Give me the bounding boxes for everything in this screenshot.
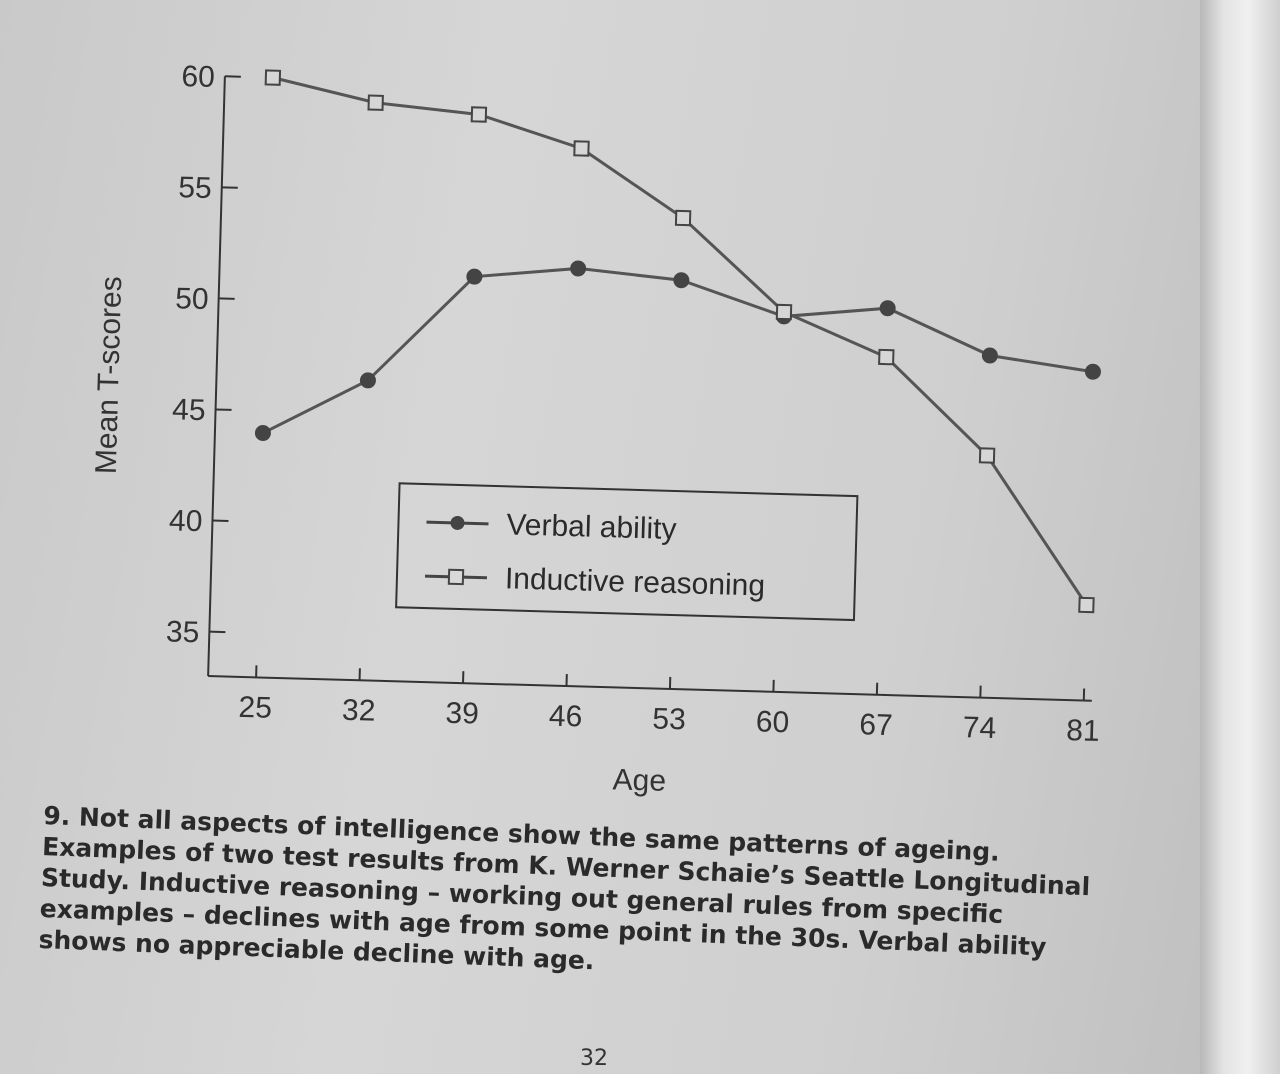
- legend-box: [395, 482, 859, 622]
- page-edge: [1200, 0, 1280, 1074]
- inductive-reasoning-point: [264, 69, 282, 86]
- y-tick-label: 40: [169, 504, 203, 538]
- x-tick-label: 39: [445, 697, 479, 731]
- page-number: 32: [580, 1046, 608, 1071]
- inductive-reasoning-point: [1078, 596, 1095, 614]
- inductive-reasoning-point: [470, 106, 488, 123]
- verbal-ability-point: [254, 425, 271, 442]
- series-line-verbal-ability: [262, 266, 1094, 435]
- legend-label-verbal: Verbal ability: [506, 508, 677, 546]
- x-axis-label: Age: [612, 763, 666, 797]
- y-tick-label: 50: [175, 282, 209, 316]
- verbal-ability-point: [673, 272, 690, 289]
- x-tick-label: 81: [1066, 714, 1100, 748]
- x-axis: [208, 675, 1092, 702]
- legend-marker-inductive: [447, 568, 465, 586]
- x-tick-label: 60: [755, 705, 789, 739]
- y-tick-label: 55: [178, 171, 212, 205]
- x-tick-label: 67: [859, 708, 893, 742]
- x-tick-label: 74: [962, 711, 996, 745]
- x-tick-label: 25: [238, 691, 272, 725]
- y-tick-label: 35: [166, 615, 200, 649]
- inductive-reasoning-point: [775, 303, 793, 321]
- verbal-ability-point: [1084, 363, 1101, 380]
- verbal-ability-point: [359, 372, 376, 389]
- verbal-ability-point: [570, 260, 587, 277]
- inductive-reasoning-point: [367, 94, 384, 111]
- verbal-ability-point: [466, 268, 483, 285]
- x-tick-label: 46: [548, 700, 582, 734]
- line-chart: 35 40 45 50 55 60 25 32 39 46 53 60 67 74 81 Mean T-s…: [90, 60, 1101, 798]
- x-tick-label: 53: [652, 702, 686, 736]
- y-axis: [207, 76, 226, 677]
- y-tick-label: 60: [181, 60, 215, 94]
- figure-caption: 9. Not all aspects of intelligence show …: [38, 800, 1153, 997]
- verbal-ability-point: [879, 300, 896, 317]
- inductive-reasoning-point: [674, 209, 692, 227]
- x-tick-label: 32: [342, 694, 376, 728]
- verbal-ability-point: [981, 347, 998, 364]
- legend: Verbal ability Inductive reasoning: [395, 482, 859, 622]
- inductive-reasoning-point: [978, 447, 996, 464]
- series-line-inductive-reasoning: [272, 76, 1088, 606]
- legend-marker-verbal: [450, 515, 465, 530]
- inductive-reasoning-point: [573, 140, 590, 157]
- y-axis-label: Mean T-scores: [90, 276, 129, 475]
- inductive-reasoning-point: [878, 348, 895, 366]
- legend-label-inductive: Inductive reasoning: [504, 562, 765, 602]
- y-tick-label: 45: [172, 393, 206, 427]
